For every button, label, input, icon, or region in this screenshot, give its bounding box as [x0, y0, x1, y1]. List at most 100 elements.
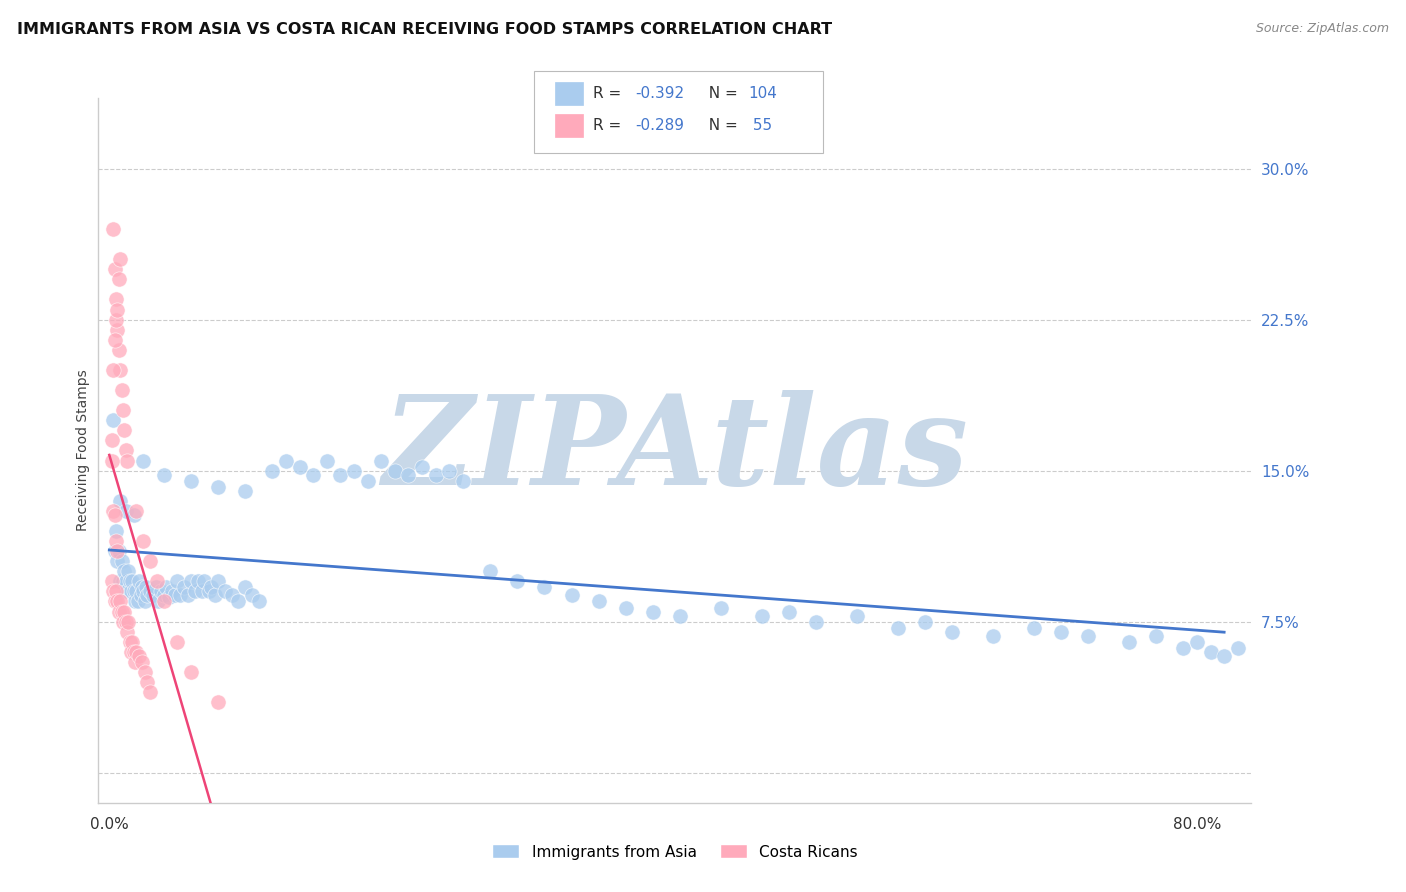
Point: [129, 589, 152, 603]
Point: [132, 584, 155, 599]
Point: [101, 574, 124, 589]
Point: [190, 584, 212, 599]
Point: [778, 605, 800, 619]
Point: [139, 554, 162, 568]
Point: [115, 453, 138, 467]
Point: [134, 594, 156, 608]
Point: [124, 594, 146, 608]
Point: [197, 584, 219, 599]
Point: [108, 544, 131, 558]
Point: [506, 574, 529, 589]
Point: [149, 584, 172, 599]
Point: [1173, 640, 1195, 655]
Point: [425, 467, 447, 482]
Point: [451, 474, 474, 488]
Point: [108, 252, 131, 267]
Point: [1077, 629, 1099, 643]
Point: [1050, 624, 1073, 639]
Point: [169, 589, 191, 603]
Point: [125, 504, 148, 518]
Point: [1213, 648, 1236, 663]
Point: [128, 574, 150, 589]
Point: [127, 594, 149, 608]
Point: [110, 554, 132, 568]
Point: [1226, 640, 1249, 655]
Point: [115, 584, 138, 599]
Point: [134, 665, 156, 679]
Point: [114, 443, 136, 458]
Point: [157, 591, 180, 605]
Point: [669, 608, 692, 623]
Text: IMMIGRANTS FROM ASIA VS COSTA RICAN RECEIVING FOOD STAMPS CORRELATION CHART: IMMIGRANTS FROM ASIA VS COSTA RICAN RECE…: [17, 22, 832, 37]
Point: [1022, 621, 1045, 635]
Point: [103, 413, 125, 427]
Point: [122, 508, 145, 522]
Point: [193, 574, 215, 589]
Point: [105, 293, 128, 307]
Point: [101, 453, 124, 467]
Point: [614, 600, 637, 615]
Point: [302, 467, 325, 482]
Point: [588, 594, 610, 608]
Point: [1185, 634, 1208, 648]
Point: [914, 615, 936, 629]
Point: [108, 574, 131, 589]
Point: [139, 584, 162, 599]
Text: 104: 104: [748, 87, 778, 101]
Point: [117, 615, 139, 629]
Point: [139, 685, 162, 699]
Point: [121, 574, 143, 589]
Point: [142, 589, 165, 603]
Point: [114, 504, 136, 518]
Point: [180, 574, 202, 589]
Point: [1199, 645, 1222, 659]
Point: [221, 589, 243, 603]
Point: [136, 589, 159, 603]
Point: [1144, 629, 1167, 643]
Text: 55: 55: [748, 119, 772, 133]
Point: [478, 564, 501, 578]
Point: [166, 574, 188, 589]
Point: [228, 594, 250, 608]
Point: [107, 594, 129, 608]
Point: [370, 453, 392, 467]
Point: [114, 574, 136, 589]
Point: [104, 262, 127, 277]
Point: [120, 645, 142, 659]
Point: [177, 589, 200, 603]
Point: [136, 675, 159, 690]
Text: ZIPAtlas: ZIPAtlas: [382, 390, 967, 511]
Point: [122, 584, 145, 599]
Point: [152, 589, 174, 603]
Point: [128, 648, 150, 663]
Point: [121, 634, 143, 648]
Point: [411, 459, 433, 474]
Point: [941, 624, 963, 639]
Point: [125, 645, 148, 659]
Point: [180, 474, 202, 488]
Point: [204, 589, 226, 603]
Point: [107, 544, 129, 558]
Text: R =: R =: [593, 119, 627, 133]
Point: [105, 584, 128, 599]
Point: [103, 584, 125, 599]
Point: [315, 453, 337, 467]
Point: [146, 574, 169, 589]
Point: [148, 594, 170, 608]
Point: [152, 467, 174, 482]
Point: [103, 363, 125, 377]
Point: [131, 655, 153, 669]
Point: [110, 383, 132, 397]
Point: [207, 695, 229, 709]
Point: [160, 584, 183, 599]
Legend: Immigrants from Asia, Costa Ricans: Immigrants from Asia, Costa Ricans: [486, 838, 863, 865]
Text: Source: ZipAtlas.com: Source: ZipAtlas.com: [1256, 22, 1389, 36]
Point: [981, 629, 1004, 643]
Point: [105, 524, 128, 538]
Point: [103, 222, 125, 236]
Point: [125, 584, 148, 599]
Point: [112, 423, 135, 437]
Text: 0.0%: 0.0%: [90, 817, 129, 832]
Point: [806, 615, 828, 629]
Point: [124, 655, 146, 669]
